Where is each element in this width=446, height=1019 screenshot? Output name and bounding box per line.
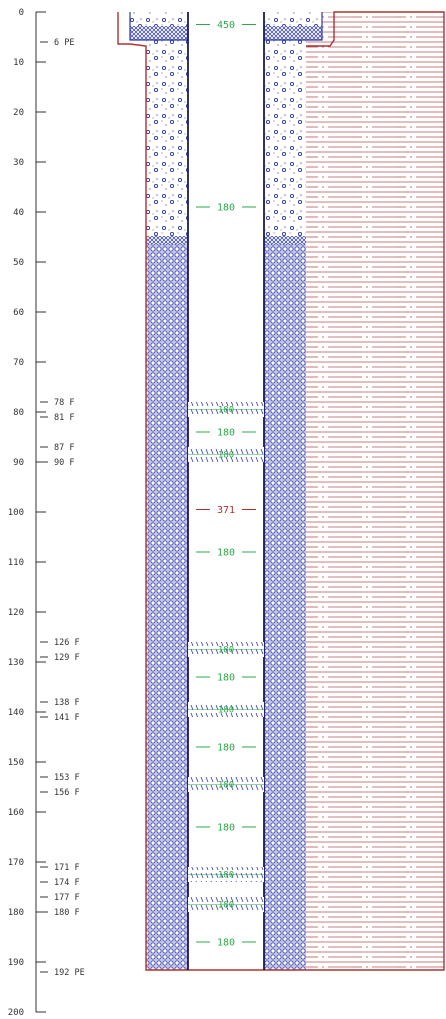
depth-tick-label: 160 <box>8 808 24 818</box>
annotation-label: 138 F <box>54 698 80 708</box>
diameter-label: 180 <box>217 743 235 754</box>
depth-tick-label: 90 <box>13 458 24 468</box>
annotation-label: 129 F <box>54 653 80 663</box>
surface-casing-top-left <box>130 12 188 26</box>
depth-tick-label: 110 <box>8 558 24 568</box>
diameter-label: 371 <box>217 505 235 516</box>
surface-casing-hatch-right <box>264 26 322 40</box>
depth-tick-label: 100 <box>8 508 24 518</box>
depth-tick-label: 50 <box>13 258 24 268</box>
screen-label: 180 <box>218 781 234 791</box>
gravel-pack-left <box>146 243 188 970</box>
surface-casing-outline <box>129 12 323 41</box>
annotation-label: 90 F <box>54 458 74 468</box>
depth-tick-label: 200 <box>8 1008 24 1018</box>
screen-label: 180 <box>218 646 234 656</box>
screen-label: 180 <box>218 406 234 416</box>
depth-annotations: 6 PE 78 F 81 F 87 F 90 F 126 F 129 F 138 F 141 F… <box>40 38 85 978</box>
screen-label: 180 <box>218 901 234 911</box>
depth-tick-label: 40 <box>13 208 24 218</box>
annotation-label: 177 F <box>54 893 80 903</box>
cement-fill-left <box>146 40 188 236</box>
depth-tick-label: 60 <box>13 308 24 318</box>
depth-tick-label: 130 <box>8 658 24 668</box>
diameter-label: 180 <box>217 203 235 214</box>
depth-tick-label: 190 <box>8 958 24 968</box>
depth-tick-label: 170 <box>8 858 24 868</box>
depth-tick-label: 0 <box>19 8 24 18</box>
annotation-label: 174 F <box>54 878 80 888</box>
annotation-label: 78 F <box>54 398 74 408</box>
diameter-label: 180 <box>217 428 235 439</box>
gravel-pack-right <box>264 243 306 970</box>
annotation-label: 6 PE <box>54 38 74 48</box>
annotation-label: 81 F <box>54 413 74 423</box>
annotation-label: 87 F <box>54 443 74 453</box>
borehole-wall <box>117 12 306 971</box>
depth-tick-label: 150 <box>8 758 24 768</box>
surface-casing-top-right <box>264 12 322 26</box>
annotation-label: 141 F <box>54 713 80 723</box>
depth-tick-label: 70 <box>13 358 24 368</box>
surface-casing-hatch-left <box>130 26 188 40</box>
seal-left <box>146 236 188 244</box>
depth-tick-label: 30 <box>13 158 24 168</box>
diameter-labels: 450 180 180 371 180 180 180 180 180 <box>196 20 256 949</box>
screen-label: 180 <box>218 706 234 716</box>
depth-tick-label: 120 <box>8 608 24 618</box>
screen-intervals: 180 180 180 180 180 180 180 <box>188 402 264 912</box>
seal-right <box>264 236 306 244</box>
diameter-label: 180 <box>217 548 235 559</box>
diameter-label: 450 <box>217 20 235 31</box>
screen-label: 180 <box>218 451 234 461</box>
depth-tick-label: 20 <box>13 108 24 118</box>
annotation-label: 126 F <box>54 638 80 648</box>
depth-tick-label: 180 <box>8 908 24 918</box>
screen-label: 180 <box>218 871 234 881</box>
annotation-label: 180 F <box>54 908 80 918</box>
diameter-label: 180 <box>217 673 235 684</box>
annotation-label: 192 PE <box>54 968 85 978</box>
annotation-label: 171 F <box>54 863 80 873</box>
diameter-label: 180 <box>217 823 235 834</box>
diameter-label: 180 <box>217 938 235 949</box>
depth-tick-label: 80 <box>13 408 24 418</box>
depth-tick-label: 140 <box>8 708 24 718</box>
depth-tick-label: 10 <box>13 58 24 68</box>
annotation-label: 156 F <box>54 788 80 798</box>
annotation-label: 153 F <box>54 773 80 783</box>
depth-axis-ticks: 0 10 20 30 40 50 60 70 80 90 100 110 120 130 140 150 160… <box>8 8 46 1018</box>
formation-outline <box>306 11 445 971</box>
cement-fill-right <box>264 40 306 236</box>
formation-layer <box>306 12 444 970</box>
